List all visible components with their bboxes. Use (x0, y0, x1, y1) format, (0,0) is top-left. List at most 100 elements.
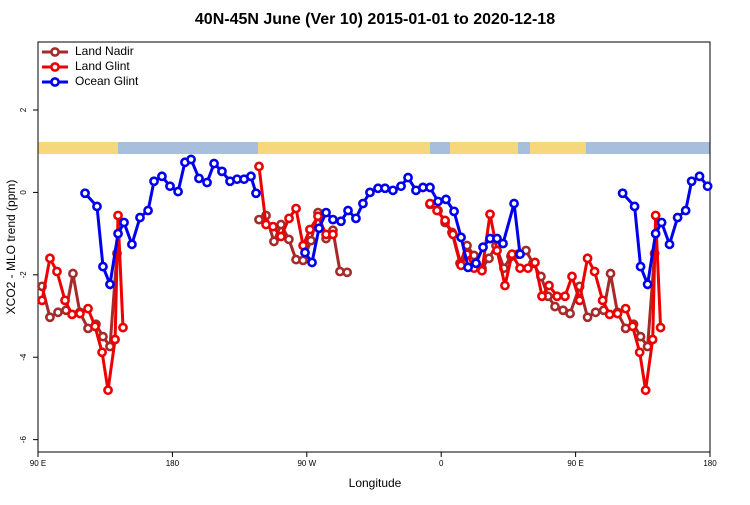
legend-label: Land Glint (75, 59, 130, 73)
data-point (694, 171, 705, 182)
data-point (313, 211, 323, 222)
data-point (298, 255, 308, 266)
data-point (217, 166, 227, 177)
data-point (135, 212, 145, 223)
data-point (604, 309, 615, 320)
legend-label: Land Nadir (75, 44, 134, 58)
land-strip (450, 142, 518, 154)
data-point (276, 219, 286, 230)
land-strip (38, 142, 118, 154)
data-point (119, 217, 129, 228)
x-tick-label: 0 (439, 459, 444, 468)
legend-marker (50, 77, 60, 87)
data-point (456, 232, 466, 243)
data-point (635, 261, 646, 272)
y-tick-label: 0 (19, 190, 28, 195)
data-point (642, 279, 653, 290)
data-point (113, 210, 123, 221)
data-point (567, 271, 577, 282)
data-point (209, 158, 219, 169)
data-point (507, 249, 517, 260)
data-point (45, 312, 55, 323)
data-point (403, 172, 413, 183)
data-point (686, 176, 697, 187)
data-point (269, 236, 279, 247)
data-point (565, 308, 575, 319)
data-point (605, 268, 616, 279)
y-tick-label: -4 (19, 353, 28, 361)
data-point (60, 295, 70, 306)
data-point (97, 347, 107, 358)
data-point (103, 385, 113, 396)
data-point (45, 253, 55, 264)
data-point (530, 257, 540, 268)
data-point (441, 194, 451, 205)
data-point (485, 209, 495, 220)
data-point (157, 171, 167, 182)
y-tick-label: -2 (19, 271, 28, 279)
data-point (627, 321, 638, 332)
data-point (560, 291, 570, 302)
data-point (597, 295, 608, 306)
data-point (186, 154, 196, 165)
data-point (425, 182, 435, 193)
data-point (306, 235, 316, 246)
data-point (328, 229, 338, 240)
data-point (67, 309, 77, 320)
legend-label: Ocean Glint (75, 74, 139, 88)
data-point (492, 233, 502, 244)
data-point (98, 261, 108, 272)
data-point (680, 205, 691, 216)
x-axis-label: Longitude (349, 476, 402, 490)
chart-title: 40N-45N June (Ver 10) 2015-01-01 to 2020… (195, 11, 555, 28)
data-point (612, 308, 623, 319)
data-point (68, 268, 78, 279)
data-point (194, 173, 204, 184)
land-strip (530, 142, 586, 154)
data-point (629, 201, 640, 212)
data-point (672, 212, 683, 223)
data-point (463, 262, 473, 273)
y-tick-label: 2 (19, 107, 28, 112)
data-point (650, 210, 661, 221)
data-point (634, 347, 645, 358)
data-point (477, 265, 487, 276)
data-point (321, 207, 331, 218)
data-point (432, 205, 442, 216)
data-point (582, 312, 593, 323)
data-point (650, 228, 661, 239)
data-point (425, 198, 435, 209)
data-point (478, 242, 488, 253)
data-point (276, 231, 286, 242)
plot-frame (37, 41, 711, 453)
data-point (702, 181, 713, 192)
data-point (105, 279, 115, 290)
data-point (440, 215, 450, 226)
data-point (664, 239, 675, 250)
data-point (53, 307, 63, 318)
data-point (582, 253, 593, 264)
data-point (110, 334, 120, 345)
data-point (388, 185, 398, 196)
x-tick-label: 180 (703, 459, 717, 468)
data-point (574, 295, 585, 306)
data-point (98, 331, 108, 342)
data-point (351, 213, 361, 224)
data-point (165, 181, 175, 192)
data-point (284, 213, 294, 224)
data-point (498, 238, 508, 249)
x-tick-label: 180 (166, 459, 180, 468)
data-point (305, 224, 315, 235)
data-point (127, 239, 137, 250)
data-point (173, 186, 183, 197)
data-point (268, 221, 278, 232)
data-point (484, 253, 494, 264)
data-point (617, 188, 628, 199)
data-point (336, 216, 346, 227)
data-point (328, 214, 338, 225)
data-point (550, 301, 560, 312)
data-point (143, 205, 153, 216)
data-point (380, 183, 390, 194)
